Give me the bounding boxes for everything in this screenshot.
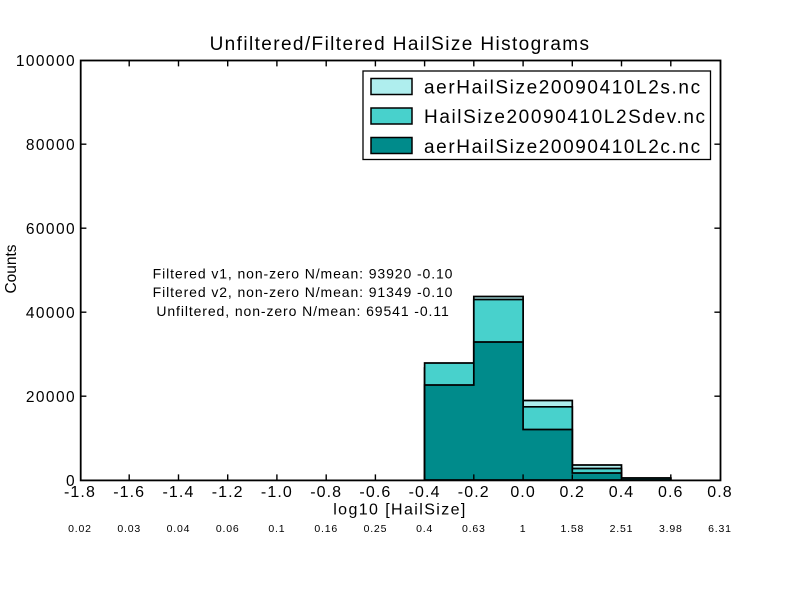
svg-text:-1.2: -1.2 bbox=[212, 484, 244, 501]
svg-text:0.03: 0.03 bbox=[117, 523, 141, 535]
svg-text:-1.6: -1.6 bbox=[113, 484, 145, 501]
svg-text:-0.4: -0.4 bbox=[409, 484, 441, 501]
svg-text:0.1: 0.1 bbox=[268, 523, 285, 535]
svg-text:0.25: 0.25 bbox=[364, 523, 388, 535]
svg-text:0.4: 0.4 bbox=[416, 523, 433, 535]
svg-text:-0.2: -0.2 bbox=[458, 484, 490, 501]
svg-text:-1.0: -1.0 bbox=[261, 484, 293, 501]
svg-text:-1.8: -1.8 bbox=[64, 484, 96, 501]
svg-text:-0.6: -0.6 bbox=[359, 484, 391, 501]
svg-text:HailSize20090410L2Sdev.nc: HailSize20090410L2Sdev.nc bbox=[424, 107, 707, 128]
svg-text:0.63: 0.63 bbox=[462, 523, 486, 535]
svg-text:0.02: 0.02 bbox=[68, 523, 92, 535]
svg-text:-1.4: -1.4 bbox=[163, 484, 195, 501]
svg-text:aerHailSize20090410L2c.nc: aerHailSize20090410L2c.nc bbox=[424, 137, 702, 158]
svg-text:1: 1 bbox=[520, 523, 527, 535]
svg-text:-0.8: -0.8 bbox=[310, 484, 342, 501]
svg-text:aerHailSize20090410L2s.nc: aerHailSize20090410L2s.nc bbox=[424, 77, 702, 98]
svg-text:0.06: 0.06 bbox=[216, 523, 240, 535]
svg-text:0.8: 0.8 bbox=[707, 484, 733, 501]
svg-text:0.6: 0.6 bbox=[658, 484, 684, 501]
svg-text:0.2: 0.2 bbox=[560, 484, 586, 501]
svg-text:0: 0 bbox=[66, 473, 76, 490]
svg-text:0.0: 0.0 bbox=[510, 484, 536, 501]
svg-text:0.16: 0.16 bbox=[314, 523, 338, 535]
svg-text:Counts: Counts bbox=[3, 244, 20, 293]
svg-text:Unfiltered, non-zero N/mean: 6: Unfiltered, non-zero N/mean: 69541 -0.11 bbox=[156, 303, 449, 319]
svg-text:0.4: 0.4 bbox=[609, 484, 635, 501]
svg-text:Filtered v2, non-zero N/mean:: Filtered v2, non-zero N/mean: 91349 -0.1… bbox=[153, 284, 454, 300]
svg-text:20000: 20000 bbox=[26, 389, 76, 406]
svg-text:Unfiltered/Filtered HailSize H: Unfiltered/Filtered HailSize Histograms bbox=[210, 34, 591, 55]
svg-text:3.98: 3.98 bbox=[659, 523, 683, 535]
svg-text:2.51: 2.51 bbox=[610, 523, 634, 535]
svg-text:0.04: 0.04 bbox=[167, 523, 191, 535]
svg-text:40000: 40000 bbox=[26, 305, 76, 322]
svg-text:100000: 100000 bbox=[16, 53, 76, 70]
svg-text:Filtered v1, non-zero N/mean:: Filtered v1, non-zero N/mean: 93920 -0.1… bbox=[153, 266, 454, 282]
svg-text:80000: 80000 bbox=[26, 137, 76, 154]
svg-text:6.31: 6.31 bbox=[708, 523, 732, 535]
svg-text:log10 [HailSize]: log10 [HailSize] bbox=[333, 502, 467, 519]
svg-text:1.58: 1.58 bbox=[560, 523, 584, 535]
svg-text:60000: 60000 bbox=[26, 221, 76, 238]
